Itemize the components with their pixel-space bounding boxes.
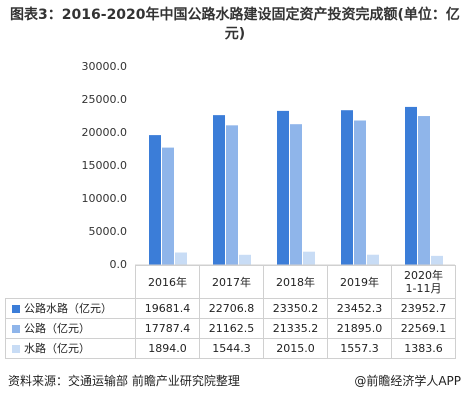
- bar: [239, 254, 251, 265]
- source: 资料来源：交通运输部 前瞻产业研究院整理: [8, 374, 240, 388]
- bar: [277, 110, 289, 266]
- bar: [175, 252, 187, 265]
- table-value: 22569.1: [391, 318, 456, 339]
- y-tick-label: 20000.0: [82, 126, 128, 139]
- legend-swatch: [12, 304, 20, 313]
- x-tick-label: 2016年: [135, 265, 200, 299]
- table-value: 1544.3: [199, 338, 264, 359]
- table-value: 21335.2: [263, 318, 328, 339]
- bar: [149, 135, 161, 265]
- x-tick-label: 2020年1-11月: [391, 265, 456, 299]
- legend-label: 公路（亿元）: [24, 322, 90, 335]
- y-tick-label: 10000.0: [82, 192, 128, 205]
- table-value: 21162.5: [199, 318, 264, 339]
- chart-title: 图表3：2016-2020年中国公路水路建设固定资产投资完成额(单位：亿元): [10, 7, 460, 42]
- y-tick-label: 30000.0: [82, 60, 128, 73]
- x-tick-label: 2019年: [327, 265, 392, 299]
- table-value: 1894.0: [135, 338, 200, 359]
- y-tick-label: 0.0: [110, 258, 128, 271]
- bar: [303, 251, 315, 265]
- bar: [418, 116, 430, 265]
- bar: [213, 115, 225, 265]
- table-value: 22706.8: [199, 298, 264, 319]
- table-value: 2015.0: [263, 338, 328, 359]
- legend-entry: 水路（亿元）: [5, 338, 136, 359]
- y-tick-label: 15000.0: [82, 159, 128, 172]
- x-tick-label: 2017年: [199, 265, 264, 299]
- bar: [431, 255, 443, 265]
- y-tick-label: 25000.0: [82, 93, 128, 106]
- credit: @前瞻经济学人APP: [354, 374, 461, 388]
- table-corner: [5, 265, 136, 299]
- bar: [354, 120, 366, 265]
- table-value: 21895.0: [327, 318, 392, 339]
- bar: [226, 125, 238, 265]
- legend-entry: 公路（亿元）: [5, 318, 136, 339]
- legend-label: 公路水路（亿元）: [24, 302, 112, 315]
- legend-swatch: [12, 344, 20, 353]
- legend-entry: 公路水路（亿元）: [5, 298, 136, 319]
- legend-label: 水路（亿元）: [24, 342, 90, 355]
- table-value: 19681.4: [135, 298, 200, 319]
- table-value: 1557.3: [327, 338, 392, 359]
- bar: [367, 254, 379, 265]
- bar: [162, 147, 174, 265]
- table-value: 17787.4: [135, 318, 200, 339]
- y-tick-label: 5000.0: [89, 225, 128, 238]
- table-value: 23350.2: [263, 298, 328, 319]
- table-value: 1383.6: [391, 338, 456, 359]
- table-value: 23952.7: [391, 298, 456, 319]
- table-value: 23452.3: [327, 298, 392, 319]
- x-tick-label: 2018年: [263, 265, 328, 299]
- bar: [341, 110, 353, 266]
- bar: [290, 124, 302, 265]
- bar: [405, 106, 417, 266]
- legend-swatch: [12, 324, 20, 333]
